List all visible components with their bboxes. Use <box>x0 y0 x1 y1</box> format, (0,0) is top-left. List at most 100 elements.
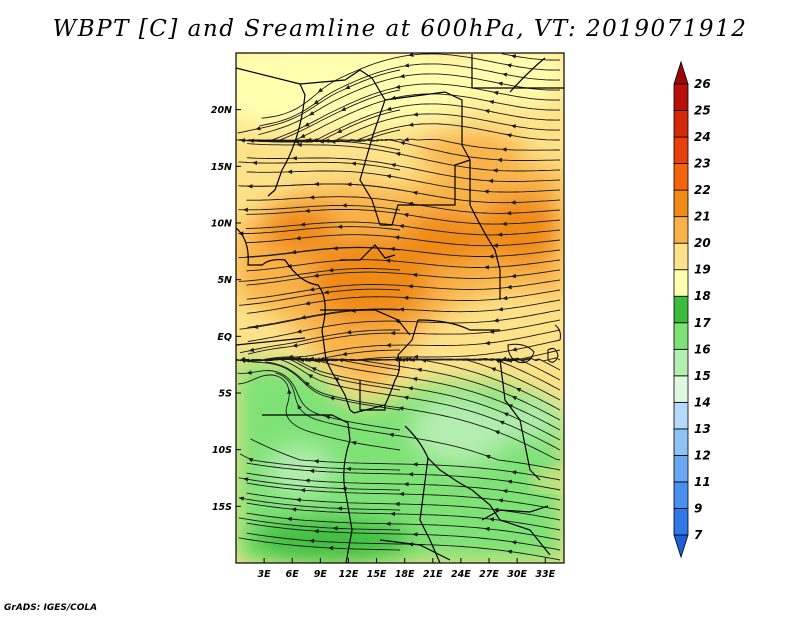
streamline-arrowhead <box>488 517 495 522</box>
streamline-arrowhead <box>291 156 297 161</box>
streamline-arrowhead <box>291 507 297 512</box>
x-tick-label: 9E <box>314 569 328 580</box>
streamline-arrowhead <box>503 412 509 417</box>
temperature-field <box>236 53 564 563</box>
streamline-arrowhead <box>388 432 394 438</box>
colorbar-swatch <box>673 401 689 430</box>
streamline-arrowhead <box>506 284 512 290</box>
streamline-arrowhead <box>389 246 395 252</box>
streamline-arrowhead <box>300 222 306 227</box>
streamline-arrowhead <box>302 138 308 143</box>
colorbar-swatch <box>673 269 689 297</box>
streamline-arrowhead <box>493 318 499 323</box>
streamline-arrowhead <box>494 430 500 435</box>
streamline-arrowhead <box>499 420 505 425</box>
streamline-arrowhead <box>300 315 306 320</box>
streamline-arrowhead <box>416 367 422 373</box>
streamline-arrowhead <box>399 491 405 497</box>
streamline-arrowhead <box>253 324 259 329</box>
streamline <box>246 512 561 541</box>
streamline-arrowhead <box>385 258 391 263</box>
colorbar-label: 18 <box>694 289 711 303</box>
streamline-arrowhead <box>412 377 418 382</box>
streamline-arrowhead <box>346 182 352 187</box>
colorbar-swatch <box>673 242 689 271</box>
streamline-arrowhead <box>324 415 331 420</box>
streamline-arrowhead <box>243 477 249 482</box>
colorbar-extend-low <box>673 534 689 559</box>
y-tick-label: 20N <box>211 105 232 116</box>
streamline-arrowhead <box>302 357 308 362</box>
streamline <box>246 157 561 182</box>
streamline-arrowhead <box>318 139 324 144</box>
streamline-arrowhead <box>506 63 512 68</box>
streamline-arrowhead <box>394 501 400 507</box>
country-borders <box>236 54 564 563</box>
streamline <box>238 247 401 258</box>
streamline-arrowhead <box>510 200 516 205</box>
streamline-arrowhead <box>497 81 503 86</box>
streamline-arrowhead <box>390 330 396 336</box>
streamline <box>238 537 401 551</box>
streamline-arrowhead <box>497 157 503 163</box>
streamline-arrowhead <box>398 406 404 411</box>
y-axis: 20N 15N 10N 5N EQ 5S 10S 15S <box>211 105 241 513</box>
streamline-arrowhead <box>483 189 489 194</box>
streamline-arrowhead <box>328 545 334 551</box>
streamline-arrowhead <box>403 395 409 400</box>
streamline <box>238 139 401 151</box>
streamline-arrowhead <box>247 458 254 463</box>
streamline-arrowhead <box>412 112 418 117</box>
streamline-arrowhead <box>292 343 298 348</box>
y-tick-label: 5S <box>219 389 233 400</box>
streamline-arrowhead <box>403 482 409 487</box>
streamline-arrowhead <box>403 63 410 68</box>
streamline-arrows <box>238 53 522 554</box>
y-tick-label: 15N <box>211 162 232 173</box>
colorbar-label: 14 <box>694 395 711 409</box>
streamline-arrowhead <box>407 386 413 391</box>
colorbar-label: 22 <box>694 183 711 197</box>
y-tick-label: 15S <box>212 502 232 513</box>
streamline <box>246 269 561 286</box>
streamline-arrowhead <box>488 254 494 259</box>
streamline-arrowhead <box>506 133 512 138</box>
streamline-arrowhead <box>304 208 310 213</box>
colorbar-label: 19 <box>694 263 711 277</box>
streamline <box>246 502 561 531</box>
streamline-arrowhead <box>484 340 490 346</box>
streamline-arrowhead <box>488 178 494 184</box>
streamline-arrowhead <box>341 203 347 208</box>
streamline-arrowhead <box>287 354 293 360</box>
streamline-arrowhead <box>484 109 490 114</box>
colorbar-swatch <box>673 322 689 350</box>
streamline-arrowhead <box>336 128 343 133</box>
streamline-arrowhead <box>238 496 244 501</box>
streamline-arrowhead <box>511 347 517 352</box>
colorbar-label: 26 <box>694 77 711 91</box>
map-area <box>236 53 564 563</box>
streamline-arrowhead <box>313 181 319 187</box>
streamline-arrowhead <box>247 184 253 189</box>
streamline-arrowhead <box>295 355 301 361</box>
streamline-arrowhead <box>311 367 317 372</box>
streamline-arrowhead <box>329 396 335 401</box>
colorbar-label: 13 <box>694 422 711 436</box>
streamline-arrowhead <box>403 295 409 300</box>
streamline <box>255 93 561 143</box>
streamline-arrowhead <box>304 478 310 483</box>
streamline-arrowhead <box>408 53 414 57</box>
streamline-arrowhead <box>323 290 329 295</box>
x-tick-label: 21E <box>423 569 443 580</box>
colorbar-label: 23 <box>694 157 711 171</box>
streamline-arrowhead <box>385 521 391 526</box>
streamline-arrowhead <box>386 106 392 111</box>
streamline-arrowhead <box>341 351 347 357</box>
streamline <box>238 477 401 491</box>
streamline <box>264 361 561 461</box>
x-tick-label: 6E <box>286 569 300 580</box>
streamline-arrowhead <box>385 174 392 179</box>
streamline-arrowhead <box>242 207 248 212</box>
x-tick-label: 3E <box>258 569 272 580</box>
